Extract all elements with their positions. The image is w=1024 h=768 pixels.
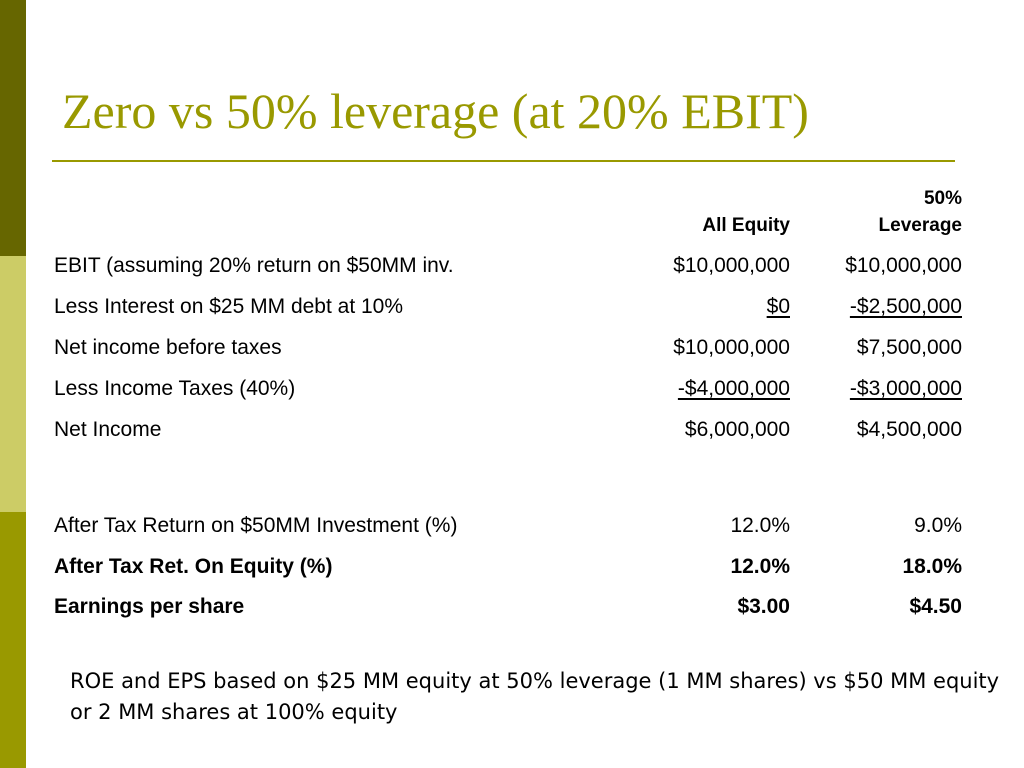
row-label-return-on-investment: After Tax Return on $50MM Investment (%) xyxy=(54,514,458,537)
cell-interest-leverage: -$2,500,000 xyxy=(849,295,962,318)
row-label-taxes: Less Income Taxes (40%) xyxy=(54,377,296,400)
cell-ebit-leverage: $10,000,000 xyxy=(845,254,962,277)
row-label-eps: Earnings per share xyxy=(54,595,245,618)
side-bar-dark xyxy=(0,0,26,256)
row-label-net-income: Net Income xyxy=(54,418,162,441)
cell-eps-all-equity: $3.00 xyxy=(737,595,790,618)
cell-interest-all-equity: $0 xyxy=(766,295,790,318)
cell-roi-leverage: 9.0% xyxy=(914,514,962,537)
side-bar-light xyxy=(0,256,26,512)
cell-pretax-leverage: $7,500,000 xyxy=(856,336,962,359)
footnote-text: ROE and EPS based on $25 MM equity at 50… xyxy=(70,669,1000,724)
column-header-leverage-line1: 50% xyxy=(923,188,962,209)
cell-net-income-leverage: $4,500,000 xyxy=(856,418,962,441)
row-label-ebit: EBIT (assuming 20% return on $50MM inv. xyxy=(54,254,454,277)
cell-taxes-all-equity: -$4,000,000 xyxy=(677,377,790,400)
row-label-interest: Less Interest on $25 MM debt at 10% xyxy=(54,295,404,318)
column-header-leverage-line2: Leverage xyxy=(878,215,962,236)
cell-roe-all-equity: 12.0% xyxy=(730,555,790,578)
side-bar-mid xyxy=(0,512,26,768)
cell-ebit-all-equity: $10,000,000 xyxy=(673,254,790,277)
column-header-all-equity: All Equity xyxy=(702,215,790,236)
cell-eps-leverage: $4.50 xyxy=(909,595,962,618)
row-label-return-on-equity: After Tax Ret. On Equity (%) xyxy=(54,555,333,578)
cell-pretax-all-equity: $10,000,000 xyxy=(673,336,790,359)
cell-taxes-leverage: -$3,000,000 xyxy=(849,377,962,400)
row-label-pretax-income: Net income before taxes xyxy=(54,336,282,359)
cell-roe-leverage: 18.0% xyxy=(902,555,962,578)
cell-roi-all-equity: 12.0% xyxy=(730,514,790,537)
slide-title: Zero vs 50% leverage (at 20% EBIT) xyxy=(62,83,809,139)
title-divider xyxy=(52,160,955,162)
cell-net-income-all-equity: $6,000,000 xyxy=(684,418,790,441)
